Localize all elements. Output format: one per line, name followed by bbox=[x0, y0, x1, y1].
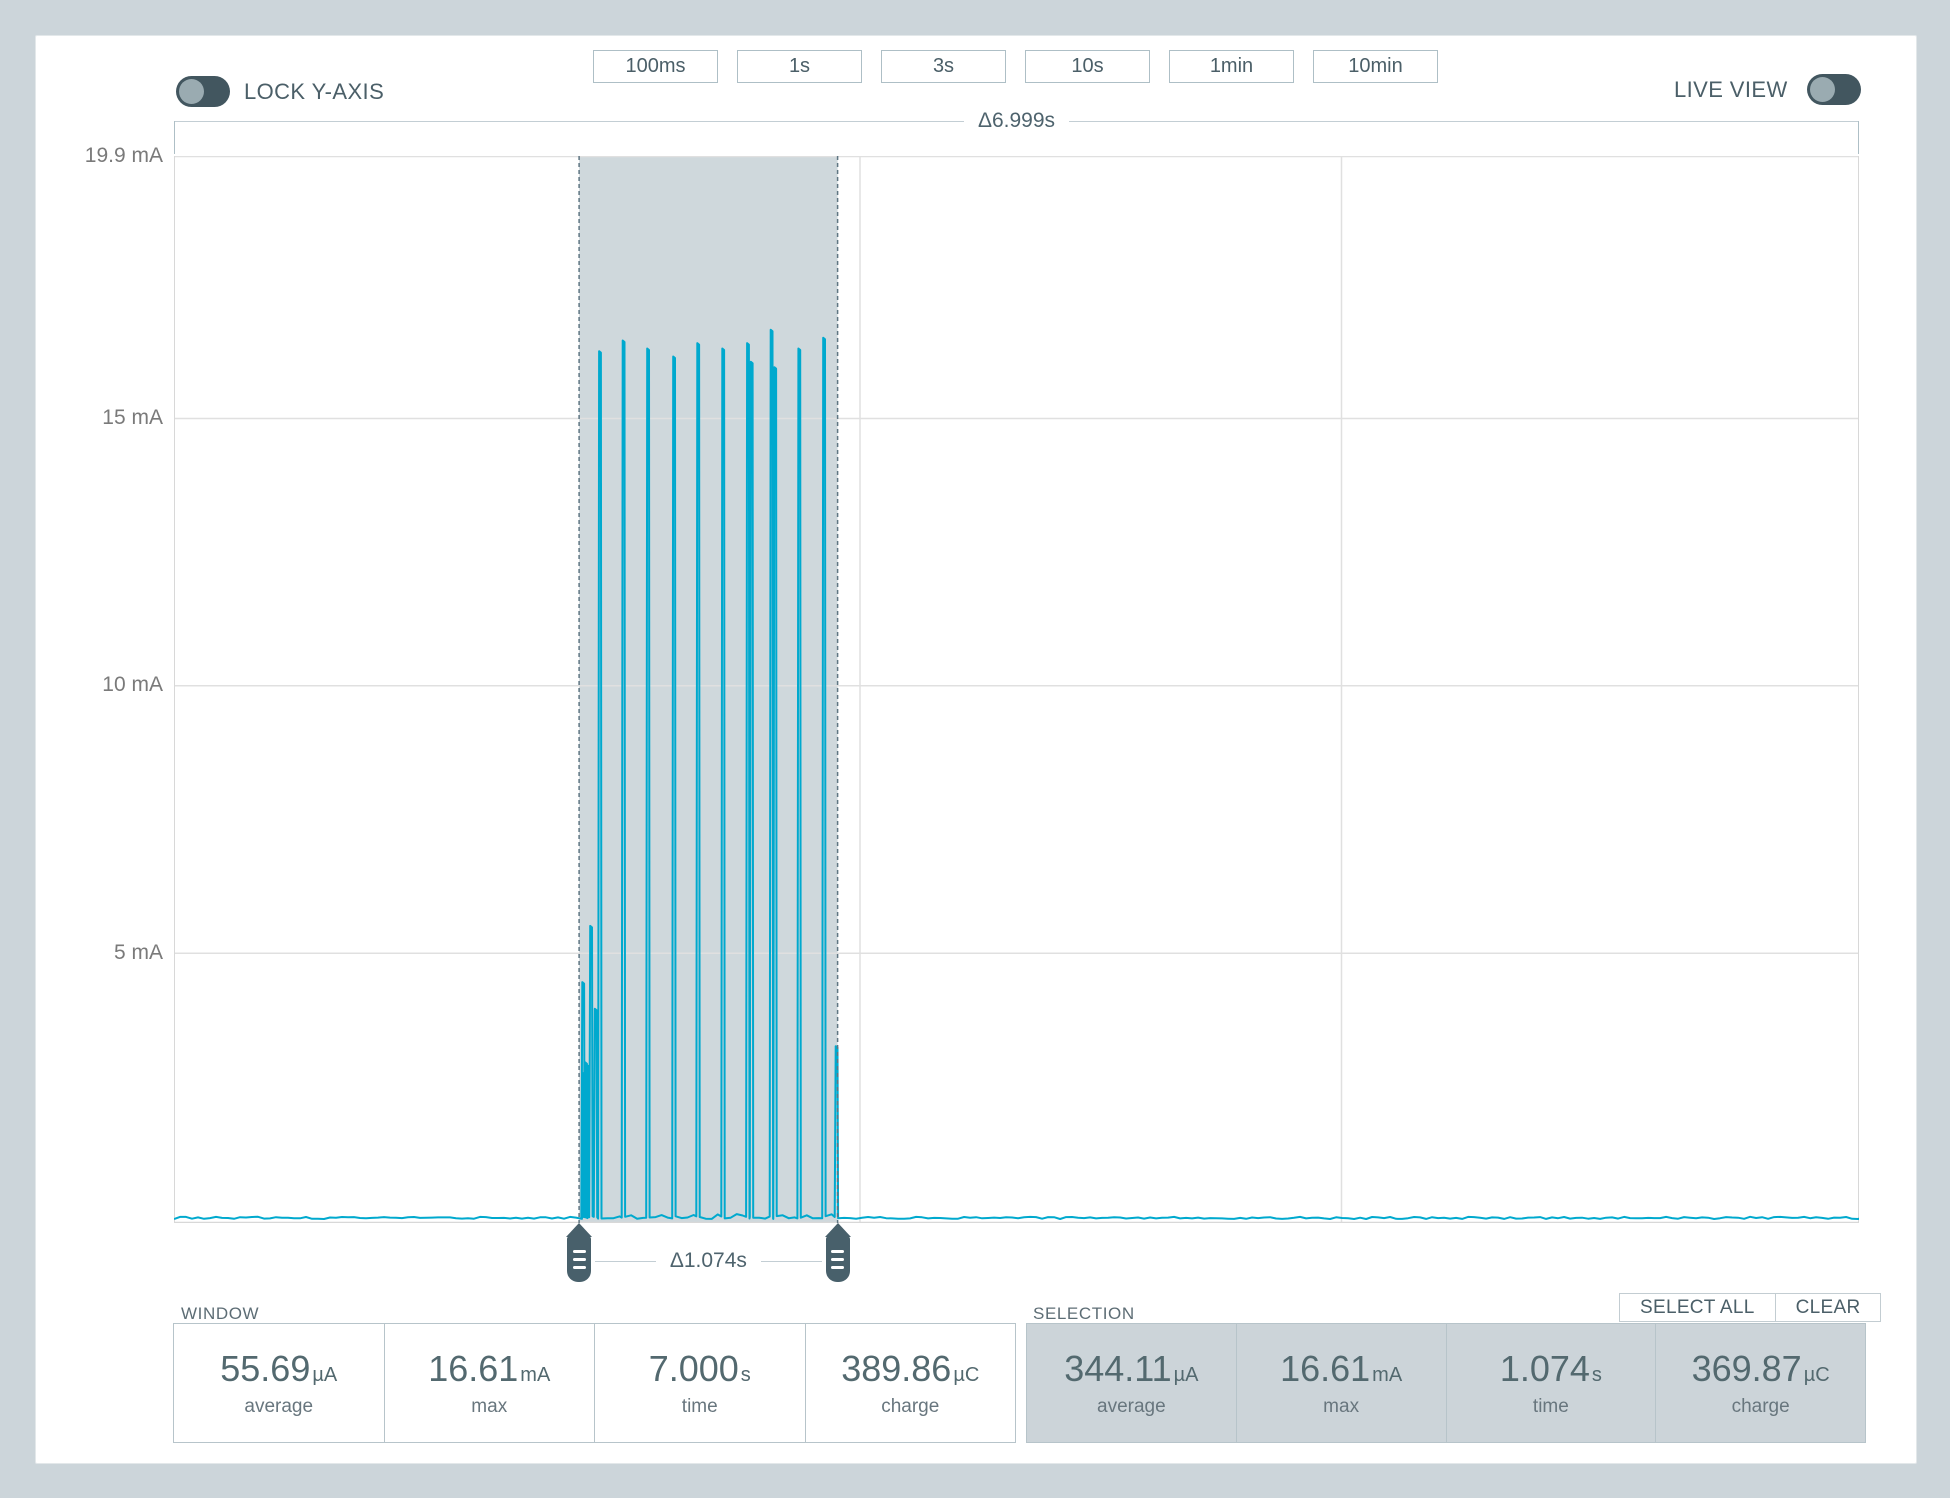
stat-value: 1.074 s bbox=[1499, 1348, 1602, 1389]
selection-delta: Δ1.074s bbox=[595, 1248, 822, 1274]
window-button-100ms[interactable]: 100ms bbox=[593, 50, 718, 83]
stat-value: 16.61 mA bbox=[1280, 1348, 1403, 1389]
selection-handle-left[interactable] bbox=[566, 1223, 593, 1282]
bracket-line bbox=[1069, 120, 1859, 122]
window-button-10min[interactable]: 10min bbox=[1313, 50, 1438, 83]
stat-value: 55.69 µA bbox=[220, 1348, 338, 1389]
selection-delta-line bbox=[760, 1260, 822, 1262]
selection-stats-title: SELECTION bbox=[1033, 1304, 1135, 1323]
chart-card: LOCK Y-AXIS 100ms 1s 3s 10s 1min 10min LIVE V… bbox=[35, 35, 1917, 1464]
select-all-button[interactable]: SELECT ALL bbox=[1619, 1293, 1776, 1322]
live-view-toggle[interactable] bbox=[1807, 74, 1861, 105]
stat-label: average bbox=[1097, 1396, 1166, 1417]
window-stat-max: 16.61 mA max bbox=[383, 1324, 595, 1442]
stat-label: time bbox=[681, 1396, 718, 1417]
clear-button[interactable]: CLEAR bbox=[1774, 1293, 1882, 1322]
stat-label: charge bbox=[1731, 1396, 1790, 1417]
stat-value: 7.000 s bbox=[648, 1348, 751, 1389]
bracket-end-tick-right bbox=[1858, 121, 1859, 154]
toggle-knob-icon bbox=[179, 79, 204, 104]
window-button-1min[interactable]: 1min bbox=[1169, 50, 1294, 83]
bracket-end-tick-left bbox=[174, 121, 175, 154]
window-delta-bracket: Δ6.999s bbox=[174, 109, 1859, 133]
y-tick-19.9-mA: 19.9 mA bbox=[84, 144, 163, 167]
selection-stat-average: 344.11 µA average bbox=[1027, 1324, 1236, 1442]
stat-label: time bbox=[1532, 1396, 1569, 1417]
selection-handle-right[interactable] bbox=[824, 1223, 851, 1282]
live-view-label: LIVE VIEW bbox=[1674, 77, 1788, 102]
toggle-knob-icon bbox=[1810, 77, 1835, 102]
handle-grip-icon bbox=[825, 1236, 850, 1282]
current-trace bbox=[174, 328, 1859, 1220]
y-tick-10-mA: 10 mA bbox=[102, 673, 163, 697]
window-button-10s[interactable]: 10s bbox=[1025, 50, 1150, 83]
stat-value: 369.87 µC bbox=[1691, 1348, 1830, 1389]
y-tick-15-mA: 15 mA bbox=[102, 405, 163, 429]
handle-pointer-icon bbox=[566, 1223, 593, 1237]
selection-stat-time: 1.074 s time bbox=[1445, 1324, 1656, 1442]
window-stats-title: WINDOW bbox=[181, 1304, 260, 1323]
selection-action-buttons: SELECT ALL CLEAR bbox=[1619, 1293, 1882, 1322]
window-length-buttons: 100ms 1s 3s 10s 1min 10min bbox=[593, 50, 1438, 83]
stat-value: 16.61 mA bbox=[428, 1348, 551, 1389]
selection-stats-panel: 344.11 µA average 16.61 mA max 1.074 s time 369.8… bbox=[1026, 1323, 1866, 1443]
selection-stat-charge: 369.87 µC charge bbox=[1655, 1324, 1865, 1442]
lock-y-axis-label: LOCK Y-AXIS bbox=[244, 79, 385, 104]
stat-value: 344.11 µA bbox=[1064, 1348, 1199, 1389]
window-stat-average: 55.69 µA average bbox=[174, 1324, 384, 1442]
window-button-3s[interactable]: 3s bbox=[881, 50, 1006, 83]
window-stats-panel: 55.69 µA average 16.61 mA max 7.000 s time 389.86… bbox=[173, 1323, 1016, 1443]
handle-pointer-icon bbox=[824, 1223, 851, 1237]
selection-stat-max: 16.61 mA max bbox=[1235, 1324, 1446, 1442]
stat-label: charge bbox=[881, 1396, 940, 1417]
window-delta-label: Δ6.999s bbox=[977, 109, 1056, 132]
selection-delta-line bbox=[595, 1260, 656, 1262]
window-stat-charge: 389.86 µC charge bbox=[804, 1324, 1016, 1442]
lock-y-axis-toggle[interactable] bbox=[176, 76, 230, 107]
selection-delta-label: Δ1.074s bbox=[669, 1249, 747, 1272]
window-button-1s[interactable]: 1s bbox=[737, 50, 862, 83]
handle-grip-icon bbox=[567, 1236, 592, 1282]
window-stat-time: 7.000 s time bbox=[594, 1324, 805, 1442]
stat-value: 389.86 µC bbox=[841, 1348, 980, 1389]
stat-label: average bbox=[244, 1396, 314, 1417]
stat-label: max bbox=[1323, 1396, 1360, 1417]
chart-plot[interactable] bbox=[174, 156, 1859, 1223]
bracket-line bbox=[174, 120, 964, 122]
stat-label: max bbox=[471, 1396, 508, 1417]
y-tick-5-mA: 5 mA bbox=[113, 940, 163, 964]
